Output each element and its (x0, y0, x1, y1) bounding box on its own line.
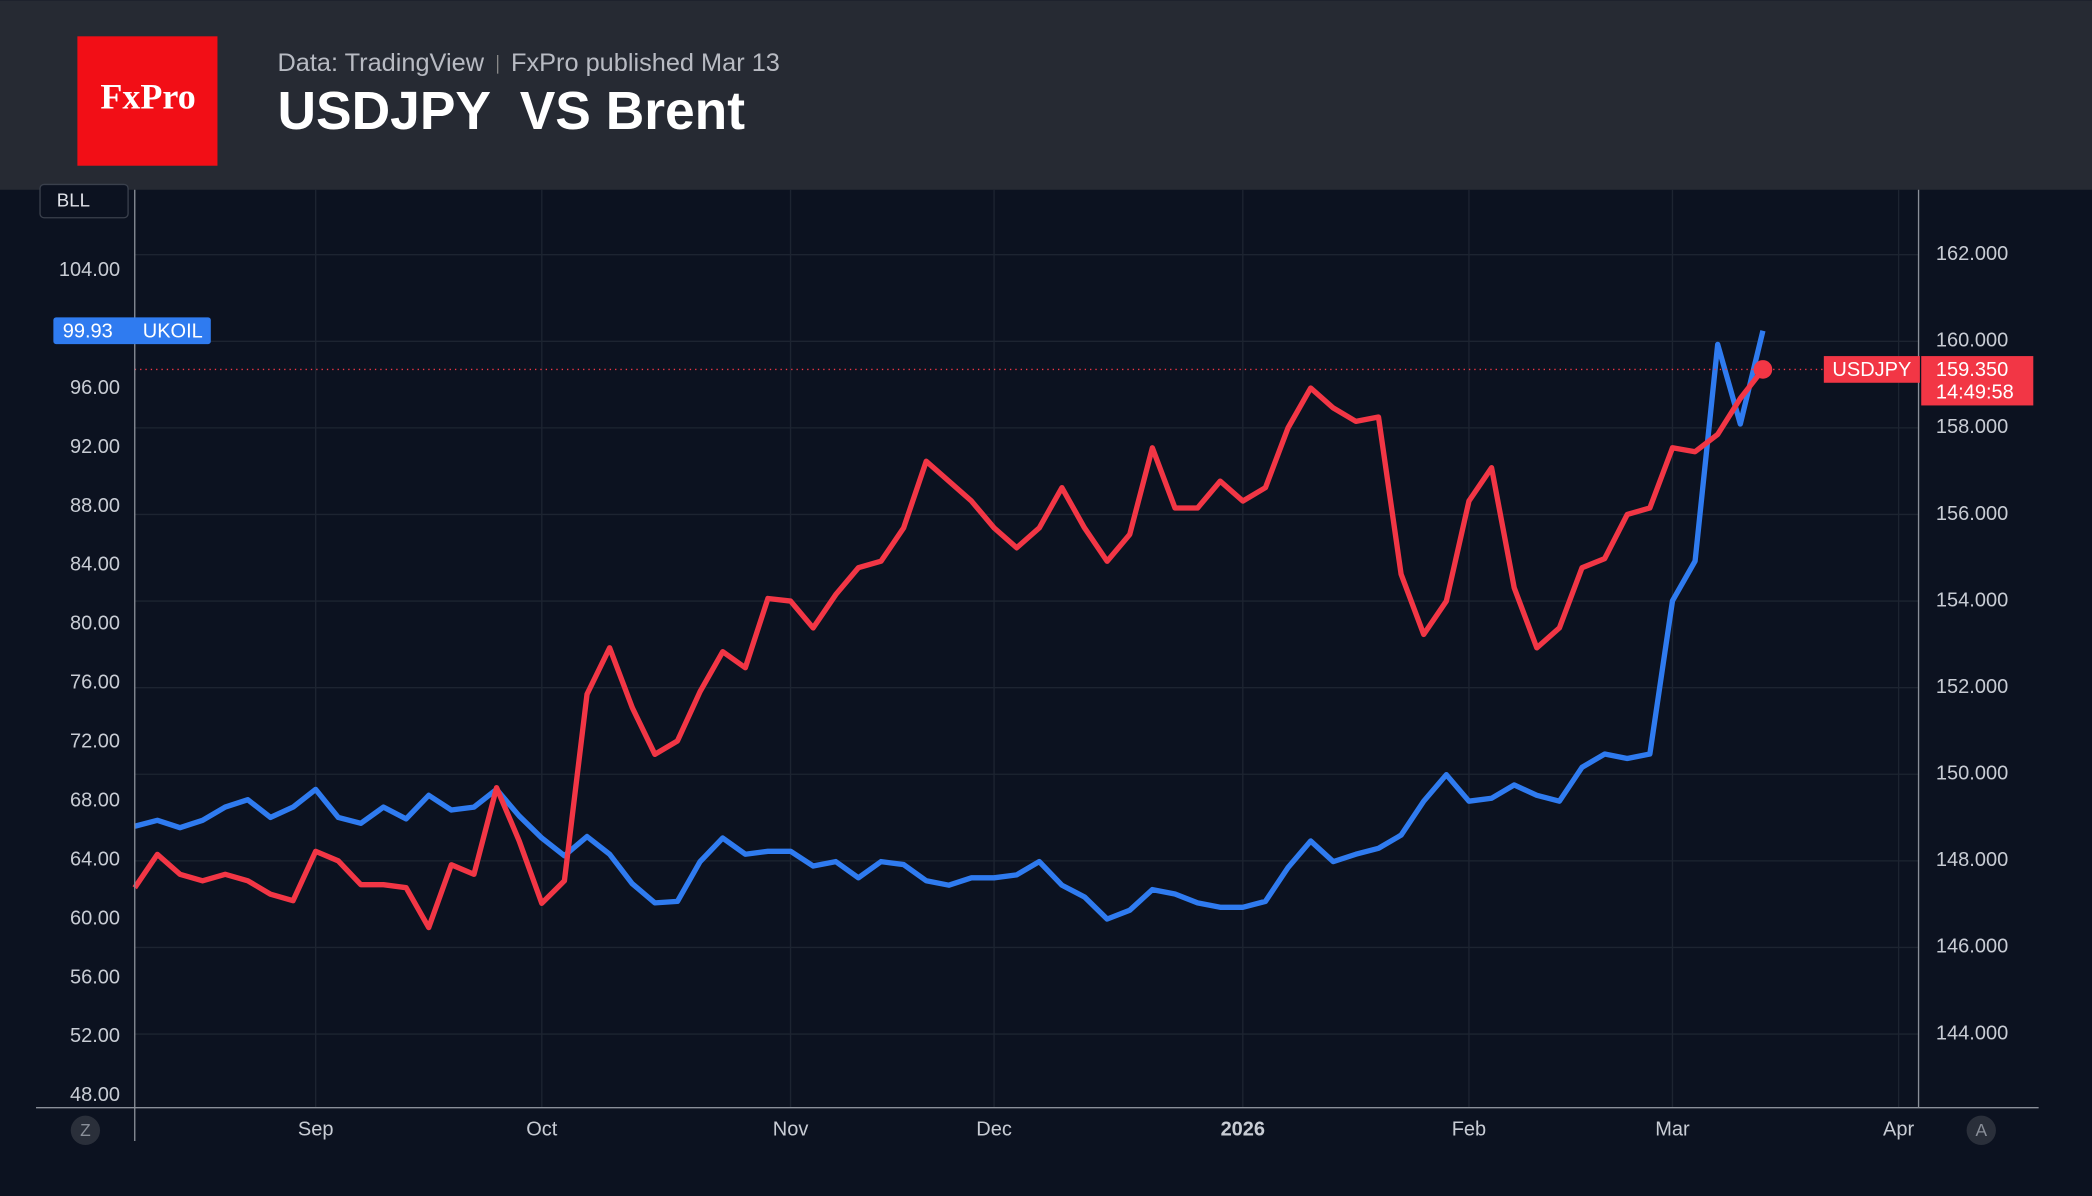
last-point (1753, 360, 1773, 379)
x-tick-label: Apr (1883, 1119, 1914, 1141)
logo-text: FxPro (100, 77, 195, 117)
y-tick-label: 92.00 (70, 436, 120, 458)
a-button-text[interactable]: A (1975, 1120, 1987, 1140)
y2-tick-label: 148.000 (1936, 849, 2008, 871)
y-tick-label: 76.00 (70, 672, 120, 694)
y2-tick-label: 144.000 (1936, 1022, 2008, 1044)
y2-tick-label: 158.000 (1936, 416, 2008, 438)
x-tick-label: Feb (1452, 1119, 1486, 1141)
x-tick-label: Oct (526, 1119, 558, 1141)
y2-tick-label: 150.000 (1936, 763, 2008, 785)
y-tick-label: 104.00 (59, 259, 120, 281)
y-tick-label: 72.00 (70, 731, 120, 753)
y-tick-label: 56.00 (70, 966, 120, 988)
logo (77, 36, 218, 166)
x-tick-label: Sep (298, 1119, 334, 1141)
x-tick-label: Nov (773, 1119, 809, 1141)
x-tick-label: 2026 (1221, 1119, 1266, 1141)
symbol-button[interactable] (39, 183, 129, 219)
series-line (132, 367, 1766, 931)
y2-tick-label: 160.000 (1936, 330, 2008, 352)
y-tick-label: 64.00 (70, 848, 120, 870)
y-tick-label: 48.00 (70, 1084, 120, 1106)
header (0, 0, 2092, 190)
legend-entry: USDJPY (1832, 359, 1911, 381)
title: USDJPY VS Brent (278, 82, 746, 141)
source: Data: TradingView (278, 49, 485, 77)
y-tick-label: 68.00 (70, 789, 120, 811)
y2-tick-label: 146.000 (1936, 936, 2008, 958)
y-tick-label: 60.00 (70, 907, 120, 929)
y-tick-label: 88.00 (70, 495, 120, 517)
plot (132, 330, 1919, 931)
x-tick-label: Mar (1655, 1119, 1690, 1141)
y2-tick-label: 152.000 (1936, 676, 2008, 698)
price-label: 159.350 (1936, 359, 2008, 381)
y-tick-label: 80.00 (70, 613, 120, 635)
x-tick-label: Dec (976, 1119, 1012, 1141)
symbol-button-text[interactable]: BLL (57, 190, 90, 211)
y-tick-label: 96.00 (70, 377, 120, 399)
y-tick-label: 84.00 (70, 554, 120, 576)
price-label: 99.93 (63, 320, 113, 342)
labels: 48.00 52.00 56.00 60.00 64.00 68.00 72.00 76.00… (53, 243, 2034, 1141)
z-button[interactable] (70, 1115, 101, 1146)
published: FxPro published Mar 13 (511, 49, 780, 77)
grid (134, 189, 1919, 1108)
y2-tick-label: 162.000 (1936, 243, 2008, 265)
series-line (134, 330, 1766, 922)
z-button-text[interactable]: Z (80, 1120, 91, 1140)
legend-entry: UKOIL (143, 320, 203, 342)
countdown: 14:49:58 (1936, 382, 2014, 404)
price-tag (1921, 356, 2034, 406)
a-button[interactable] (1966, 1115, 1996, 1146)
y-tick-label: 52.00 (70, 1025, 120, 1047)
price-tag (53, 317, 211, 345)
y2-tick-label: 154.000 (1936, 589, 2008, 611)
y2-tick-label: 156.000 (1936, 503, 2008, 525)
legend-tag (1823, 356, 1920, 383)
